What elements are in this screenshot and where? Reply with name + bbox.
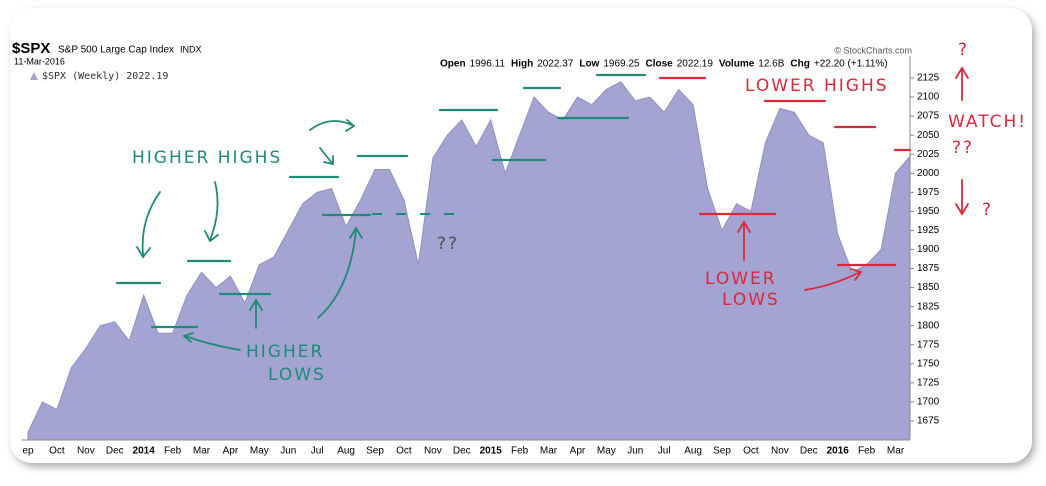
y-tick-label: 2025: [917, 149, 940, 160]
stat-value: +22.20 (+1.11%): [814, 59, 888, 70]
annotation: ?: [958, 40, 969, 60]
annotation: LOWS: [722, 290, 780, 310]
y-tick-label: 1925: [917, 225, 940, 236]
index-name: S&P 500 Large Cap Index: [58, 45, 174, 56]
x-tick-label: 2016: [827, 446, 850, 457]
stat-value: 1996.11: [470, 59, 506, 70]
arrow: [204, 181, 219, 243]
x-tick-label: Sep: [366, 446, 384, 457]
y-tick-label: 2100: [917, 92, 940, 103]
x-tick-label: Dec: [800, 446, 818, 457]
annotation: ?: [982, 200, 993, 220]
x-tick-label: Dec: [106, 446, 124, 457]
exchange: INDX: [180, 44, 202, 54]
stat-label: Chg: [790, 59, 809, 70]
y-tick-label: 1850: [917, 282, 940, 293]
annotations: HIGHER HIGHS HIGHER LOWS LOWER HIGHS LOW…: [132, 40, 1027, 385]
x-tick-label: Oct: [396, 446, 412, 457]
x-tick-label: Apr: [570, 446, 586, 457]
x-tick-label: ep: [22, 446, 34, 457]
arrow: [955, 179, 969, 216]
y-tick-label: 1900: [917, 244, 940, 255]
stat-value: 2022.19: [677, 59, 714, 70]
symbol: $SPX: [12, 40, 50, 57]
annotation: WATCH!: [948, 112, 1027, 132]
x-tick-label: Nov: [771, 446, 789, 457]
x-tick-label: May: [597, 446, 616, 457]
y-tick-label: 2000: [917, 168, 940, 179]
arrow: [319, 147, 334, 166]
arrow: [249, 298, 263, 329]
annotation: LOWER: [705, 269, 777, 289]
stat-value: 2022.37: [537, 59, 574, 70]
source: © StockCharts.com: [834, 45, 912, 55]
arrow: [317, 226, 363, 319]
stat-label: Low: [579, 59, 599, 70]
stat-value: 1969.25: [603, 59, 640, 70]
annotation: HIGHER HIGHS: [132, 148, 282, 168]
y-tick-label: 2075: [917, 111, 940, 122]
y-tick-label: 1875: [917, 263, 940, 274]
stat-label: Close: [646, 59, 674, 70]
legend-swatch: [30, 72, 38, 80]
stat-value: 12.6B: [758, 59, 784, 70]
x-tick-label: Nov: [424, 446, 442, 457]
area: [27, 81, 911, 441]
x-tick-label: Mar: [887, 446, 905, 457]
x-tick-label: 2015: [480, 446, 503, 457]
arrow: [804, 268, 863, 291]
x-tick-label: Jun: [280, 446, 296, 457]
stat-label: Volume: [719, 59, 755, 70]
x-tick-label: Aug: [337, 446, 355, 457]
arrow: [955, 66, 969, 101]
x-tick-label: Feb: [858, 446, 876, 457]
y-tick-label: 2050: [917, 130, 940, 141]
x-tick-label: May: [250, 446, 269, 457]
y-tick-label: 1950: [917, 206, 940, 217]
y-tick-label: 1975: [917, 187, 940, 198]
y-tick-label: 1775: [917, 339, 940, 350]
x-tick-label: Sep: [713, 446, 731, 457]
x-tick-label: Oct: [743, 446, 759, 457]
stat-label: High: [511, 59, 533, 70]
arrow: [136, 191, 161, 259]
annotation-arrows: [136, 66, 969, 351]
annotation: LOWER HIGHS: [745, 76, 889, 96]
arrow: [737, 220, 751, 261]
y-tick-label: 1725: [917, 377, 940, 388]
y-tick-label: 2125: [917, 73, 940, 84]
arrow: [309, 119, 356, 132]
y-tick-label: 1700: [917, 397, 940, 408]
annotation: HIGHER: [246, 342, 324, 362]
x-tick-label: Dec: [453, 446, 471, 457]
x-tick-label: Mar: [193, 446, 211, 457]
y-tick-label: 1750: [917, 358, 940, 369]
annotation: LOWS: [268, 365, 326, 385]
date: 11-Mar-2016: [14, 56, 65, 66]
x-tick-label: Mar: [540, 446, 558, 457]
x-tick-label: Apr: [223, 446, 239, 457]
x-tick-label: 2014: [133, 446, 156, 457]
x-tick-label: Jul: [658, 446, 671, 457]
stat-label: Open: [440, 59, 466, 70]
y-tick-label: 1675: [917, 416, 940, 427]
annotation: ??: [437, 234, 459, 254]
y-tick-label: 1825: [917, 301, 940, 312]
arrow: [182, 332, 241, 351]
y-tick-label: 1800: [917, 320, 940, 331]
x-tick-label: Jun: [627, 446, 643, 457]
x-tick-label: Nov: [77, 446, 95, 457]
x-tick-label: Oct: [49, 446, 65, 457]
x-tick-label: Jul: [311, 446, 324, 457]
x-tick-label: Feb: [511, 446, 529, 457]
x-tick-label: Aug: [684, 446, 702, 457]
x-tick-label: Feb: [164, 446, 182, 457]
annotation: ??: [952, 138, 974, 158]
legend-label: $SPX (Weekly) 2022.19: [42, 71, 168, 82]
